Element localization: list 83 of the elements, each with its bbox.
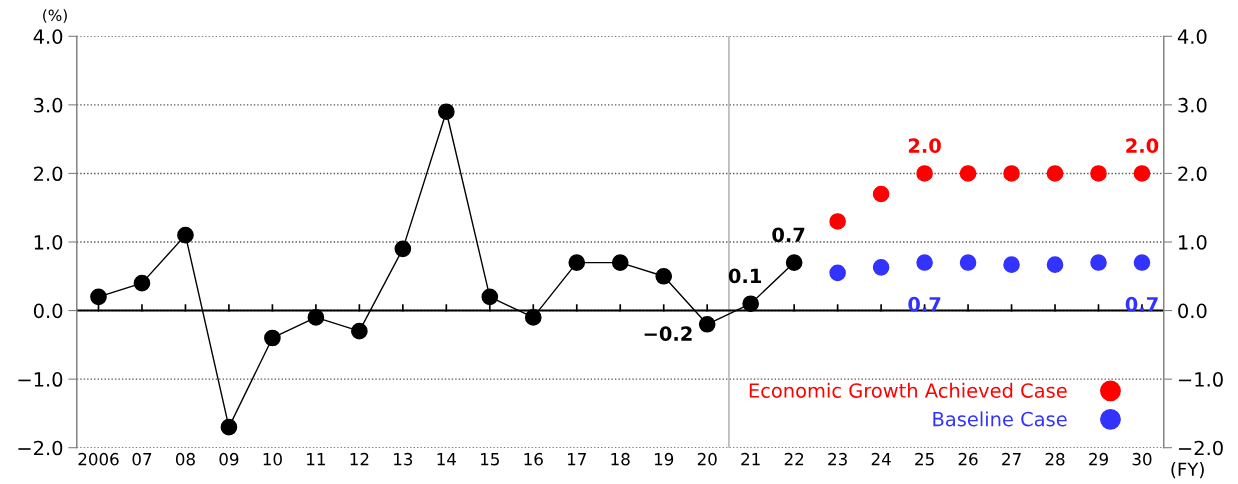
point (611, 254, 629, 271)
point (264, 329, 281, 347)
y-tick-label: 2.0 (34, 166, 63, 182)
data-label: −0.2 (644, 326, 692, 342)
point (916, 254, 933, 271)
y-tick-label: 4.0 (33, 29, 63, 44)
point (351, 322, 368, 340)
x-tick-label: 11 (307, 453, 325, 466)
point (829, 264, 846, 282)
point (1003, 165, 1020, 182)
x-tick-label: 07 (132, 452, 152, 466)
x-tick-label: 12 (350, 452, 369, 466)
point (1090, 254, 1107, 271)
y2-tick-label: −1.0 (1178, 372, 1223, 387)
point (655, 267, 673, 285)
data-label: 2.0 (1126, 138, 1159, 153)
point (133, 274, 151, 292)
x-tick-label: 24 (871, 452, 891, 466)
point (872, 259, 890, 276)
x-tick-label: 26 (958, 452, 978, 466)
data-label: 0.7 (772, 227, 805, 243)
y-tick-label: −2.0 (18, 440, 63, 456)
point (872, 185, 890, 203)
data-label: 0.7 (908, 296, 941, 312)
point (1046, 256, 1064, 273)
point (1133, 165, 1151, 182)
x-tick-label: 30 (1132, 452, 1152, 466)
y2-tick-label: 0.0 (1178, 303, 1207, 319)
x-tick-label: 18 (611, 452, 630, 466)
x-tick-label: 2006 (78, 452, 119, 466)
x-tick-label: 28 (1045, 452, 1065, 466)
data-label: 2.0 (908, 138, 941, 153)
point (437, 103, 455, 121)
y2-tick-label: 1.0 (1179, 234, 1207, 250)
point (1133, 254, 1151, 271)
x-tick-label: 09 (219, 452, 239, 466)
point (568, 254, 586, 271)
y2-tick-label: 3.0 (1178, 97, 1207, 113)
x-tick-label: 10 (263, 452, 282, 466)
point (90, 288, 107, 306)
legend-label: Economic Growth Achieved Case (749, 382, 1067, 398)
point (959, 254, 977, 271)
x-tick-label: 19 (654, 452, 674, 466)
x-tick-label: 13 (394, 452, 413, 466)
x-tick-label: 14 (437, 453, 456, 466)
point (394, 240, 412, 258)
y-tick-label: 0.0 (33, 303, 63, 319)
y-tick-label: −1.0 (18, 372, 63, 387)
point (829, 213, 846, 230)
point (481, 288, 499, 306)
x-tick-label: 27 (1002, 452, 1021, 466)
point (524, 309, 542, 326)
point (916, 165, 933, 182)
x-tick-label: 15 (481, 453, 499, 466)
x-tick-label: 25 (915, 452, 934, 466)
y-axis-title: (%) (43, 9, 67, 23)
x-tick-label: 20 (697, 452, 717, 466)
point (1090, 165, 1107, 182)
x-tick-label: 17 (567, 453, 586, 466)
y-tick-label: 1.0 (34, 234, 63, 250)
point (1046, 165, 1064, 182)
x-tick-label: 29 (1089, 452, 1108, 466)
point (698, 315, 716, 333)
x-tick-label: 08 (175, 452, 195, 466)
x-axis-title: (FY) (1171, 462, 1204, 479)
data-label: 0.7 (1125, 296, 1158, 312)
y2-tick-label: 4.0 (1177, 29, 1207, 44)
point (1003, 256, 1020, 273)
x-tick-label: 21 (741, 452, 760, 466)
y-tick-label: 3.0 (34, 97, 63, 113)
point (742, 295, 760, 313)
y2-tick-label: −2.0 (1178, 440, 1223, 456)
x-tick-label: 16 (524, 452, 543, 466)
legend-label: Baseline Case (933, 411, 1067, 427)
point (959, 165, 977, 182)
point (220, 418, 238, 436)
point (177, 226, 194, 244)
point (785, 254, 803, 271)
y2-tick-label: 2.0 (1178, 166, 1207, 182)
x-tick-label: 22 (784, 452, 804, 466)
data-label: 0.1 (728, 268, 761, 284)
point (307, 309, 325, 326)
x-tick-label: 23 (828, 452, 847, 466)
